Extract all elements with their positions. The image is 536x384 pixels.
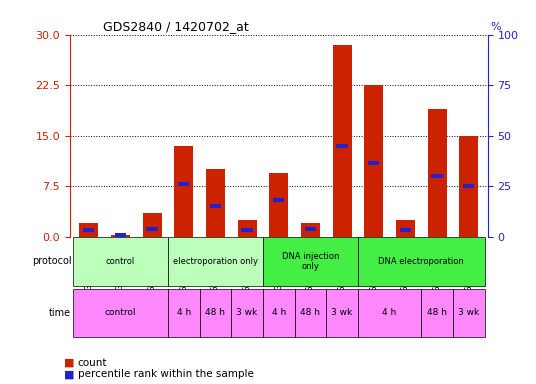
Text: 4 h: 4 h [176,308,191,318]
Bar [269,173,288,237]
Bar [73,237,168,286]
Bar [79,223,98,237]
Bar [231,289,263,337]
Bar [73,289,168,337]
Bar [358,289,421,337]
Text: 48 h: 48 h [427,308,447,318]
Bar [263,237,358,286]
Text: 48 h: 48 h [205,308,225,318]
Bar [431,174,443,178]
Bar [463,184,474,188]
Bar [83,228,94,232]
Bar [301,223,320,237]
Bar [168,237,263,286]
Bar [304,227,316,231]
Bar [241,228,253,232]
Text: control: control [105,308,136,318]
Bar [210,204,221,209]
Bar [337,144,348,148]
Bar [428,109,446,237]
Bar [237,220,257,237]
Bar [199,289,231,337]
Text: 4 h: 4 h [383,308,397,318]
Text: 3 wk: 3 wk [236,308,258,318]
Bar [263,289,295,337]
Bar [368,161,379,165]
Text: ■: ■ [64,358,75,368]
Text: count: count [78,358,107,368]
Text: ■: ■ [64,369,75,379]
Bar [206,169,225,237]
Bar [146,227,158,231]
Bar [400,228,411,232]
Bar [358,237,485,286]
Text: GDS2840 / 1420702_at: GDS2840 / 1420702_at [103,20,249,33]
Text: time: time [49,308,71,318]
Text: 4 h: 4 h [272,308,286,318]
Text: DNA electroporation: DNA electroporation [378,257,464,266]
Bar [332,45,352,237]
Bar [111,235,130,237]
Text: DNA injection
only: DNA injection only [282,252,339,271]
Bar [143,213,161,237]
Bar [273,198,285,202]
Bar [421,289,453,337]
Text: 3 wk: 3 wk [458,308,479,318]
Text: percentile rank within the sample: percentile rank within the sample [78,369,254,379]
Bar [459,136,478,237]
Text: protocol: protocol [32,256,71,266]
Text: 48 h: 48 h [300,308,321,318]
Bar [174,146,193,237]
Bar [295,289,326,337]
Bar [326,289,358,337]
Bar [168,289,199,337]
Text: control: control [106,257,135,266]
Bar [178,182,189,186]
Bar [453,289,485,337]
Bar [115,233,126,237]
Text: electroporation only: electroporation only [173,257,258,266]
Bar [396,220,415,237]
Bar [364,85,383,237]
Text: 3 wk: 3 wk [331,308,353,318]
Text: %: % [490,22,501,32]
